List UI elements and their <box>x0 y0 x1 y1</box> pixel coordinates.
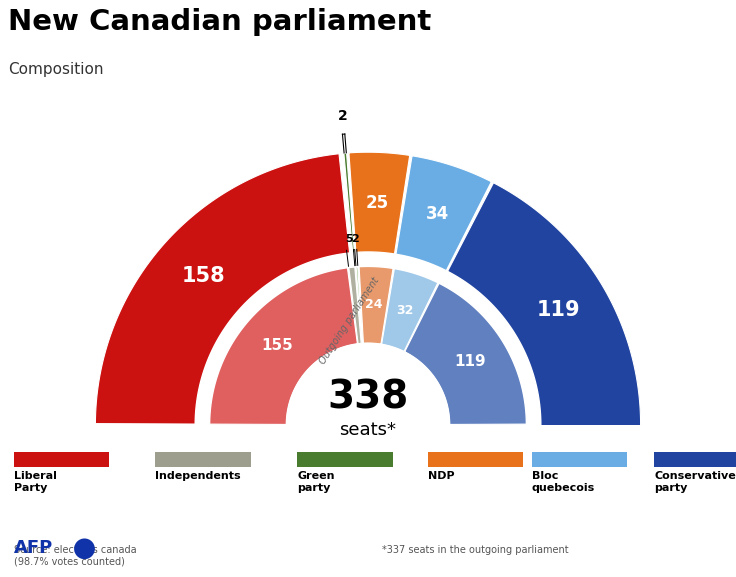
Polygon shape <box>447 183 640 426</box>
Polygon shape <box>155 452 251 467</box>
Polygon shape <box>297 452 392 467</box>
Text: 119: 119 <box>455 354 486 369</box>
Polygon shape <box>356 265 363 343</box>
Text: Green
party: Green party <box>297 471 335 493</box>
Polygon shape <box>208 267 358 425</box>
Text: 2: 2 <box>338 109 347 123</box>
Text: New Canadian parliament: New Canadian parliament <box>8 8 431 36</box>
Polygon shape <box>531 452 627 467</box>
Text: Independents: Independents <box>155 471 241 481</box>
Polygon shape <box>396 156 492 272</box>
Text: 155: 155 <box>261 338 294 353</box>
Text: AFP: AFP <box>14 539 53 557</box>
Polygon shape <box>0 425 736 577</box>
Text: 34: 34 <box>425 205 449 223</box>
Text: 119: 119 <box>537 300 580 320</box>
Text: NDP: NDP <box>428 471 455 481</box>
Polygon shape <box>405 282 528 425</box>
Polygon shape <box>342 153 351 254</box>
Text: Conservative
party: Conservative party <box>654 471 736 493</box>
Text: 25: 25 <box>366 194 389 212</box>
Polygon shape <box>428 452 523 467</box>
Text: 5: 5 <box>345 234 353 244</box>
Wedge shape <box>287 343 449 425</box>
Text: Outgoing parliament: Outgoing parliament <box>317 276 381 366</box>
Text: 338: 338 <box>328 379 408 417</box>
Polygon shape <box>654 452 736 467</box>
Polygon shape <box>349 266 361 344</box>
Polygon shape <box>359 265 393 344</box>
Text: 158: 158 <box>181 266 225 286</box>
Polygon shape <box>349 152 410 255</box>
Polygon shape <box>14 452 109 467</box>
Circle shape <box>74 538 95 559</box>
Text: Source: elections canada
(98.7% votes counted): Source: elections canada (98.7% votes co… <box>14 545 136 567</box>
Text: seats*: seats* <box>339 421 397 439</box>
Text: Composition: Composition <box>8 62 104 77</box>
Text: 32: 32 <box>397 304 414 317</box>
Polygon shape <box>382 268 439 351</box>
Text: 24: 24 <box>366 298 383 311</box>
Text: 2: 2 <box>351 234 359 243</box>
Polygon shape <box>96 153 350 424</box>
Text: Bloc
quebecois: Bloc quebecois <box>531 471 595 493</box>
Text: *337 seats in the outgoing parliament: *337 seats in the outgoing parliament <box>382 545 568 554</box>
Text: Liberal
Party: Liberal Party <box>14 471 57 493</box>
Polygon shape <box>344 153 355 254</box>
Polygon shape <box>195 252 541 425</box>
